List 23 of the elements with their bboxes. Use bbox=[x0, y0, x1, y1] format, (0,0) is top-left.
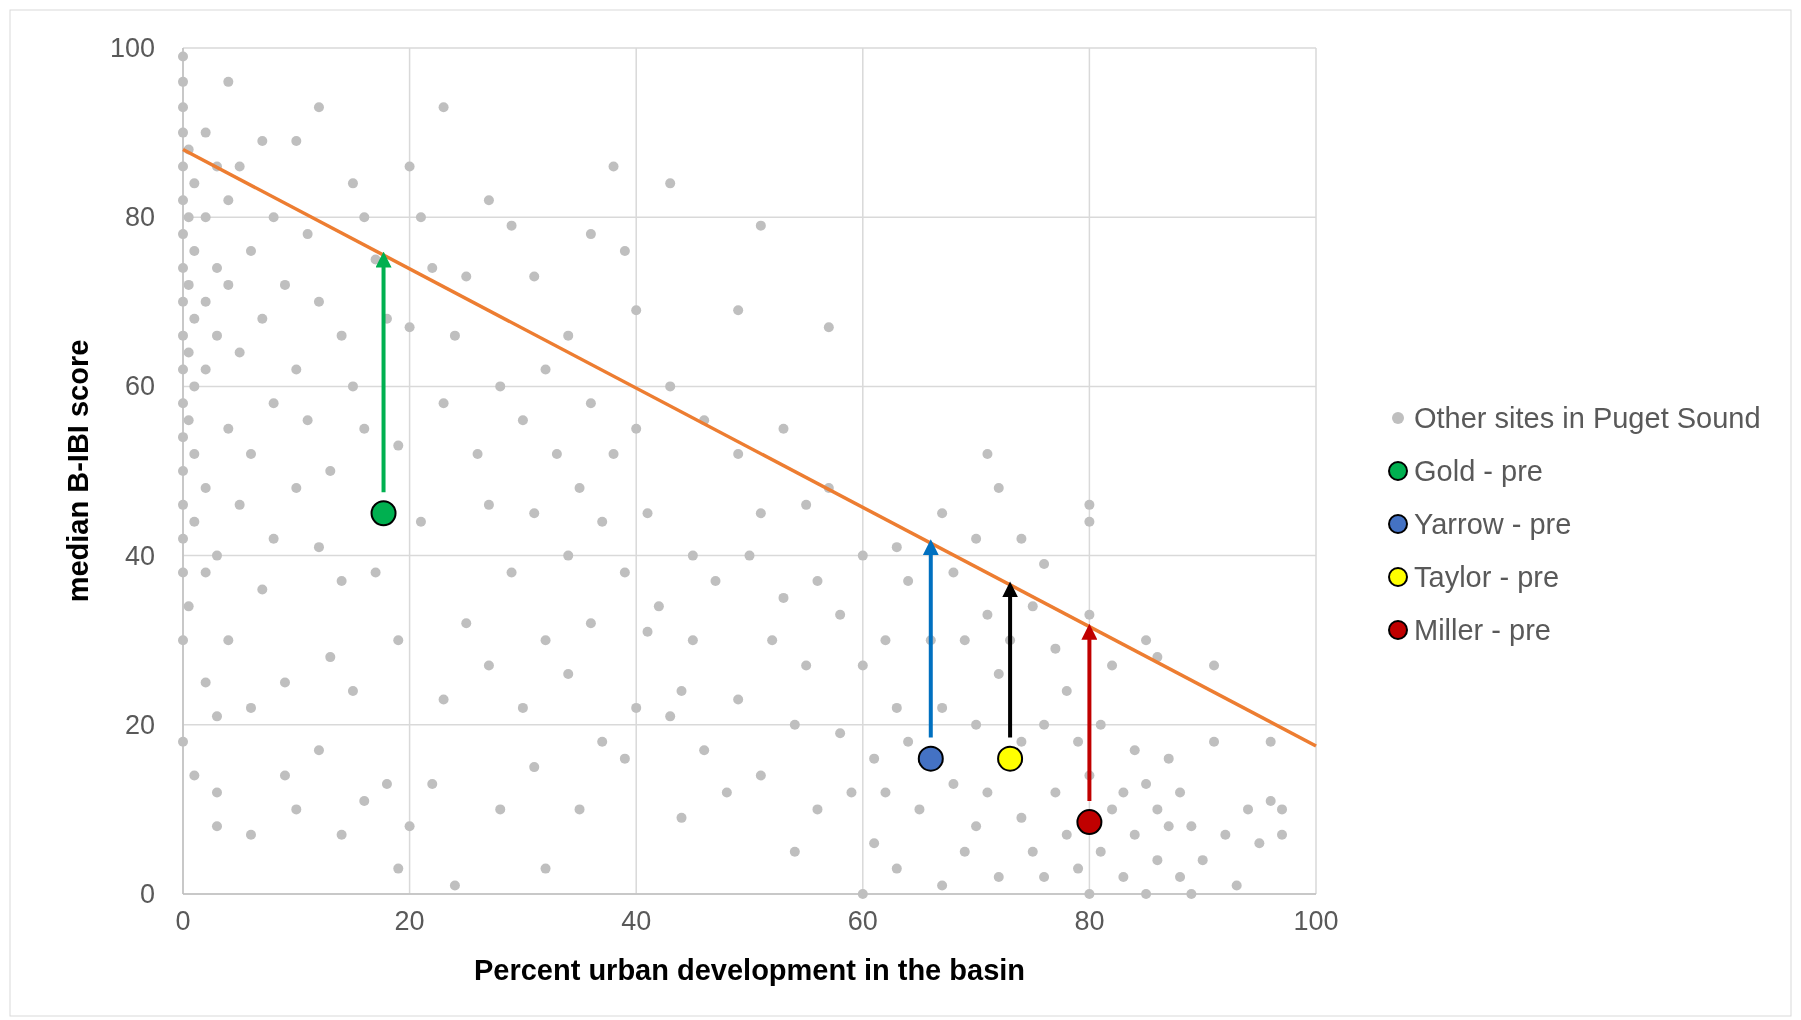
x-tick-label: 60 bbox=[847, 906, 878, 936]
y-tick-label: 60 bbox=[124, 371, 155, 402]
y-tick-label: 80 bbox=[124, 202, 155, 233]
legend-label: Other sites in Puget Sound bbox=[1414, 402, 1761, 434]
legend-label: Gold - pre bbox=[1414, 455, 1543, 487]
y-tick-label: 40 bbox=[124, 540, 155, 571]
y-axis-title: median B-IBI score bbox=[62, 339, 94, 603]
point bbox=[917, 745, 944, 772]
y-tick-label: 20 bbox=[124, 709, 155, 740]
legend-label: Taylor - pre bbox=[1414, 561, 1560, 593]
x-tick-label: 100 bbox=[1293, 906, 1339, 936]
legend-label: Miller - pre bbox=[1414, 614, 1551, 646]
point bbox=[997, 745, 1024, 772]
legend-label: Yarrow - pre bbox=[1414, 508, 1572, 540]
point bbox=[1076, 809, 1103, 836]
x-tick-label: 0 bbox=[175, 906, 191, 936]
x-tick-label: 20 bbox=[394, 906, 425, 936]
x-tick-label: 80 bbox=[1074, 906, 1105, 936]
x-tick-label: 40 bbox=[621, 906, 652, 936]
y-tick-label: 100 bbox=[109, 33, 155, 63]
x-axis-title: Percent urban development in the basin bbox=[473, 954, 1026, 986]
y-tick-label: 0 bbox=[139, 879, 155, 909]
point bbox=[370, 500, 397, 527]
